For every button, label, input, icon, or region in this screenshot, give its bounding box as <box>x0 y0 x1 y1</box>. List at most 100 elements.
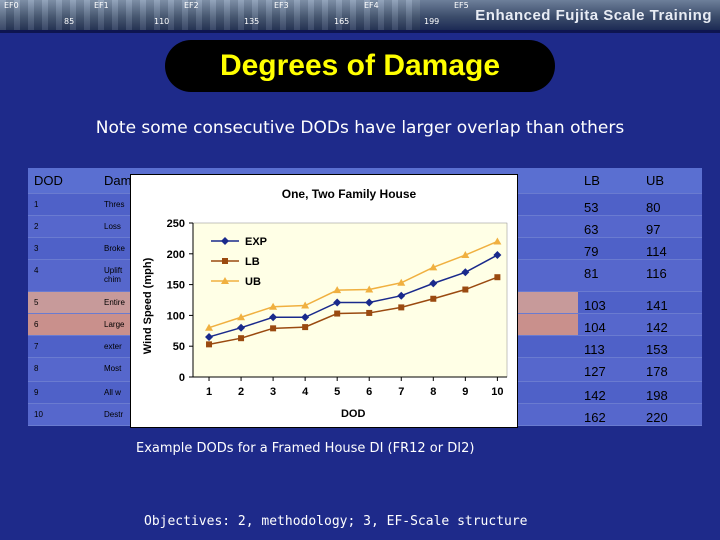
data-point-exp <box>365 298 374 307</box>
dod-cell: 5 <box>28 292 98 314</box>
lb-cell: 113 <box>578 336 640 358</box>
header-lb: LB <box>578 168 640 194</box>
ub-cell: 80 <box>640 194 702 216</box>
data-point-lb <box>302 324 309 331</box>
speed-85: 85 <box>64 17 75 26</box>
legend-marker-lb <box>222 258 228 264</box>
x-axis-label: DOD <box>341 408 366 420</box>
data-point-ub <box>493 237 502 245</box>
x-tick-label: 1 <box>206 386 212 398</box>
speed-110: 110 <box>154 17 170 26</box>
dod-cell: 2 <box>28 216 98 238</box>
ub-cell: 116 <box>640 260 702 292</box>
series-line-exp <box>208 254 498 338</box>
lb-cell: 81 <box>578 260 640 292</box>
slide-title-box: Degrees of Damage <box>165 40 555 92</box>
series-line-ub <box>208 240 498 329</box>
legend-marker-ub <box>221 277 229 284</box>
data-point-ub <box>461 251 470 259</box>
x-tick-label: 7 <box>398 386 404 398</box>
slide-title: Degrees of Damage <box>219 49 501 82</box>
data-point-exp <box>429 279 438 288</box>
lb-cell: 79 <box>578 238 640 260</box>
data-point-exp <box>237 323 246 332</box>
wind-speed-chart: One, Two Family House 0 50 100 150 200 250 1 2 3 4… <box>142 187 508 420</box>
data-point-lb <box>334 310 341 317</box>
slide-objectives: Objectives: 2, methodology; 3, EF-Scale … <box>144 514 528 529</box>
chart-frame: One, Two Family House 0 50 100 150 200 250 1 2 3 4… <box>130 174 518 428</box>
data-point-ub <box>205 323 214 331</box>
slide-caption: Example DODs for a Framed House DI (FR12… <box>136 441 475 456</box>
ub-cell: 178 <box>640 358 702 382</box>
y-tick-label: 200 <box>167 249 185 261</box>
ub-cell: 97 <box>640 216 702 238</box>
speed-165: 165 <box>334 17 350 26</box>
tornado-damage-photo-strip <box>0 0 420 30</box>
series-line-lb <box>208 276 498 346</box>
x-tick-label: 6 <box>366 386 372 398</box>
speed-199: 199 <box>424 17 440 26</box>
header-band: EF0 EF1 EF2 EF3 EF4 EF5 85 110 135 165 1… <box>0 0 720 30</box>
x-tick-label: 5 <box>334 386 340 398</box>
data-point-lb <box>238 335 245 342</box>
x-tick-label: 3 <box>270 386 276 398</box>
header-ub: UB <box>640 168 702 194</box>
speed-135: 135 <box>244 17 260 26</box>
data-point-lb <box>206 341 213 348</box>
data-point-exp <box>269 313 278 322</box>
data-point-exp <box>461 268 470 277</box>
data-point-lb <box>494 274 501 281</box>
slide-subtitle: Note some consecutive DODs have larger o… <box>95 118 625 138</box>
data-point-lb <box>462 286 469 293</box>
y-tick-label: 50 <box>173 341 185 353</box>
ub-cell: 198 <box>640 382 702 404</box>
header-divider <box>0 30 720 33</box>
x-tick-label: 8 <box>430 386 436 398</box>
plot-area <box>192 222 508 378</box>
lb-cell: 142 <box>578 382 640 404</box>
ub-cell: 142 <box>640 314 702 336</box>
ub-cell: 141 <box>640 292 702 314</box>
ef4-label: EF4 <box>364 1 379 10</box>
ef0-label: EF0 <box>4 1 19 10</box>
ef3-label: EF3 <box>274 1 289 10</box>
data-point-exp <box>205 332 214 341</box>
data-point-exp <box>301 313 310 322</box>
y-tick-label: 0 <box>179 372 185 384</box>
data-point-ub <box>333 286 342 294</box>
dod-cell: 10 <box>28 404 98 426</box>
data-point-lb <box>270 325 277 332</box>
x-tick-label: 4 <box>302 386 309 398</box>
legend-label-exp: EXP <box>245 236 267 248</box>
x-tick-label: 9 <box>462 386 468 398</box>
header-dod: DOD <box>28 168 98 194</box>
dod-cell: 9 <box>28 382 98 404</box>
lb-cell: 63 <box>578 216 640 238</box>
data-point-ub <box>237 313 246 321</box>
data-point-ub <box>301 301 310 309</box>
ef1-label: EF1 <box>94 1 109 10</box>
ub-cell: 220 <box>640 404 702 426</box>
data-point-exp <box>493 251 502 260</box>
legend-label-ub: UB <box>245 276 261 288</box>
ub-cell: 153 <box>640 336 702 358</box>
chart-title: One, Two Family House <box>282 187 417 201</box>
brand-title: Enhanced Fujita Scale Training <box>475 7 712 24</box>
dod-cell: 1 <box>28 194 98 216</box>
legend-label-lb: LB <box>245 256 260 268</box>
data-point-ub <box>269 302 278 310</box>
ef5-label: EF5 <box>454 1 469 10</box>
data-point-exp <box>333 298 342 307</box>
data-point-exp <box>397 291 406 300</box>
lb-cell: 127 <box>578 358 640 382</box>
lb-cell: 103 <box>578 292 640 314</box>
dod-cell: 3 <box>28 238 98 260</box>
x-tick-label: 2 <box>238 386 244 398</box>
x-tick-label: 10 <box>491 386 503 398</box>
y-axis-label: Wind Speed (mph) <box>142 257 154 354</box>
data-point-lb <box>366 309 373 316</box>
ef2-label: EF2 <box>184 1 199 10</box>
lb-cell: 162 <box>578 404 640 426</box>
dod-cell: 6 <box>28 314 98 336</box>
data-point-ub <box>365 285 374 293</box>
